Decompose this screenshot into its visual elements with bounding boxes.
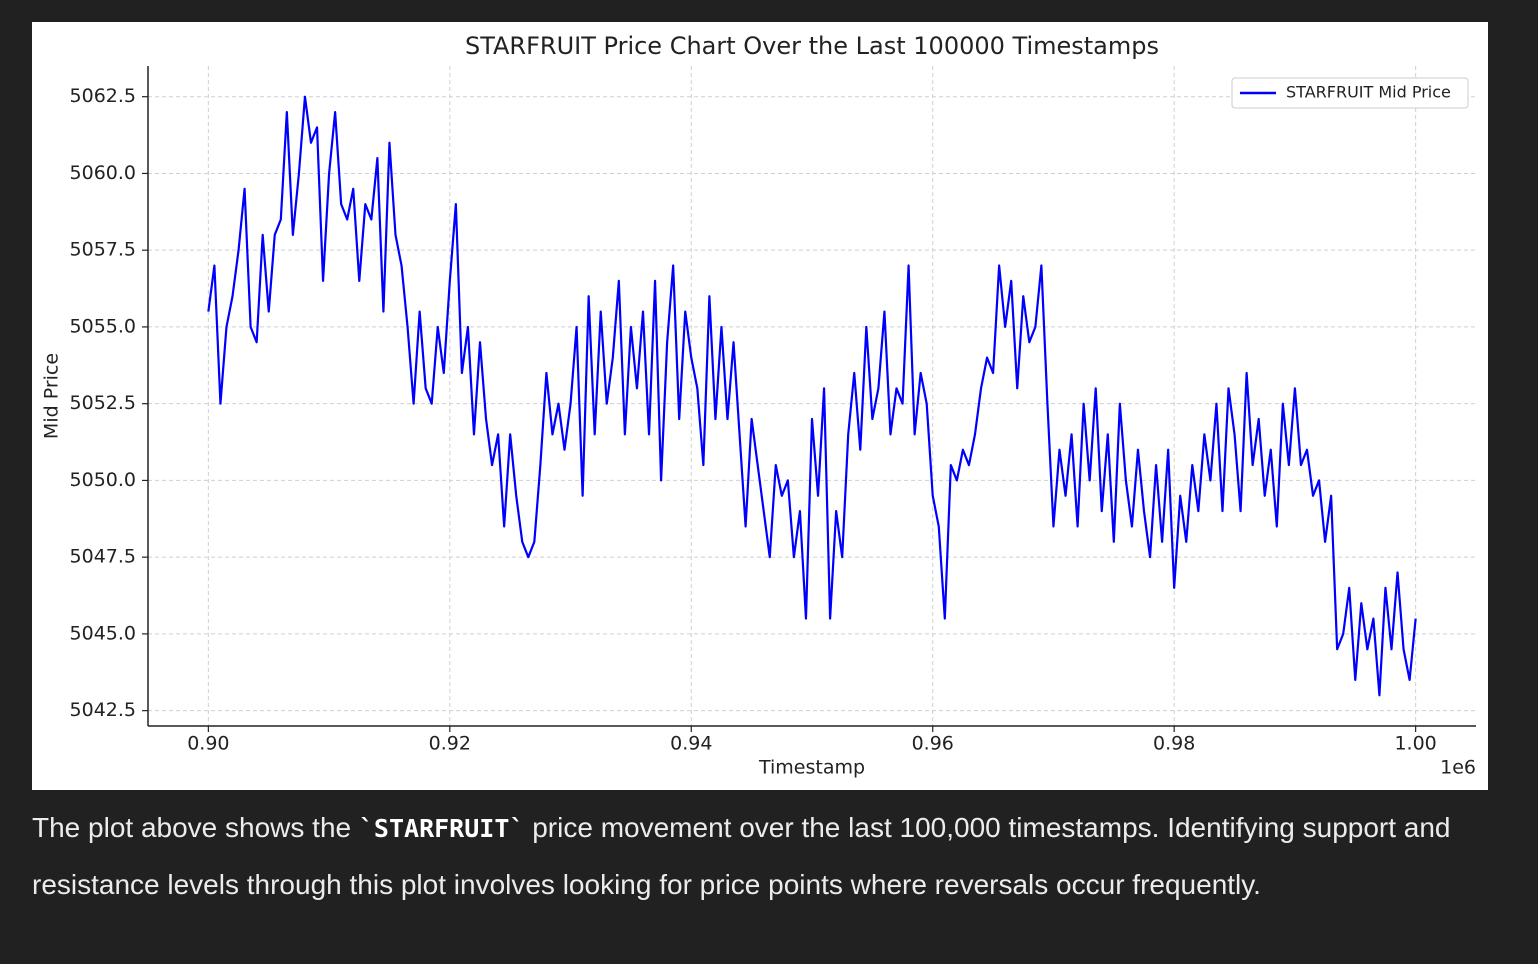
y-tick-label: 5042.5 xyxy=(70,699,136,721)
x-axis-label: Timestamp xyxy=(758,757,865,779)
message-text: price movement over the last 100,000 tim… xyxy=(32,812,1451,900)
x-tick-label: 0.94 xyxy=(670,733,712,755)
price-line xyxy=(207,95,1417,697)
x-tick-label: 0.90 xyxy=(187,733,229,755)
y-tick-label: 5047.5 xyxy=(70,546,136,568)
x-tick-label: 0.92 xyxy=(429,733,471,755)
y-tick-label: 5062.5 xyxy=(70,85,136,107)
x-tick-label: 1.00 xyxy=(1394,733,1436,755)
message-text: The plot above shows the xyxy=(32,812,359,843)
message: The plot above shows the `STARFRUIT` pri… xyxy=(32,800,1512,913)
chart-panel: STARFRUIT Price Chart Over the Last 1000… xyxy=(32,22,1488,790)
x-tick-label: 0.96 xyxy=(912,733,954,755)
chart-title: STARFRUIT Price Chart Over the Last 1000… xyxy=(465,32,1159,60)
y-tick-label: 5052.5 xyxy=(70,392,136,414)
x-tick-label: 0.98 xyxy=(1153,733,1195,755)
y-axis-label: Mid Price xyxy=(41,353,63,439)
y-tick-label: 5060.0 xyxy=(70,162,136,184)
legend-label: STARFRUIT Mid Price xyxy=(1286,83,1451,102)
inline-code: `STARFRUIT` xyxy=(358,814,525,843)
y-tick-label: 5055.0 xyxy=(70,315,136,337)
legend-box xyxy=(1231,77,1469,109)
y-tick-label: 5050.0 xyxy=(70,469,136,491)
y-tick-label: 5045.0 xyxy=(70,622,136,644)
x-offset-label: 1e6 xyxy=(1440,757,1476,779)
chart: STARFRUIT Price Chart Over the Last 1000… xyxy=(41,32,1476,779)
y-tick-label: 5057.5 xyxy=(70,239,136,261)
